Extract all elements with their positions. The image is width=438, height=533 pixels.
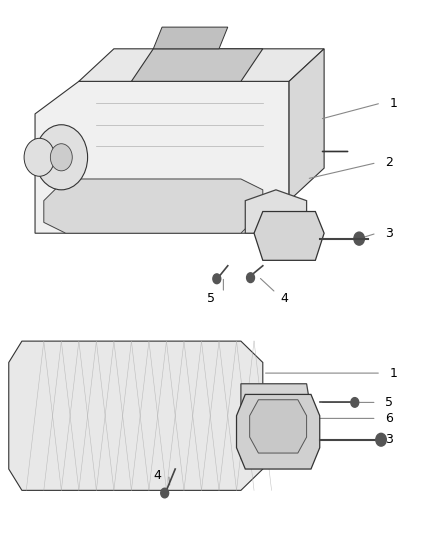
- Circle shape: [247, 273, 254, 282]
- Circle shape: [213, 274, 221, 284]
- Polygon shape: [241, 384, 315, 458]
- Circle shape: [24, 138, 55, 176]
- Polygon shape: [237, 394, 320, 469]
- Circle shape: [50, 144, 72, 171]
- Text: 5: 5: [207, 292, 215, 305]
- Polygon shape: [44, 179, 263, 233]
- Circle shape: [35, 125, 88, 190]
- Circle shape: [161, 488, 169, 498]
- Text: 3: 3: [385, 433, 393, 446]
- Text: 2: 2: [385, 156, 393, 169]
- Text: 1: 1: [390, 96, 398, 110]
- Polygon shape: [250, 400, 307, 453]
- Polygon shape: [245, 190, 307, 233]
- Text: 5: 5: [385, 396, 393, 409]
- Text: 6: 6: [385, 412, 393, 425]
- Text: 1: 1: [390, 367, 398, 379]
- Circle shape: [376, 433, 386, 446]
- Text: 4: 4: [280, 292, 288, 305]
- Polygon shape: [254, 212, 324, 260]
- Polygon shape: [79, 49, 324, 82]
- Circle shape: [351, 398, 359, 407]
- Polygon shape: [289, 49, 324, 200]
- Circle shape: [354, 232, 364, 245]
- Polygon shape: [153, 27, 228, 49]
- Text: 4: 4: [154, 469, 162, 482]
- Polygon shape: [131, 49, 263, 82]
- Polygon shape: [9, 341, 263, 490]
- Polygon shape: [35, 82, 289, 233]
- Text: 3: 3: [385, 227, 393, 240]
